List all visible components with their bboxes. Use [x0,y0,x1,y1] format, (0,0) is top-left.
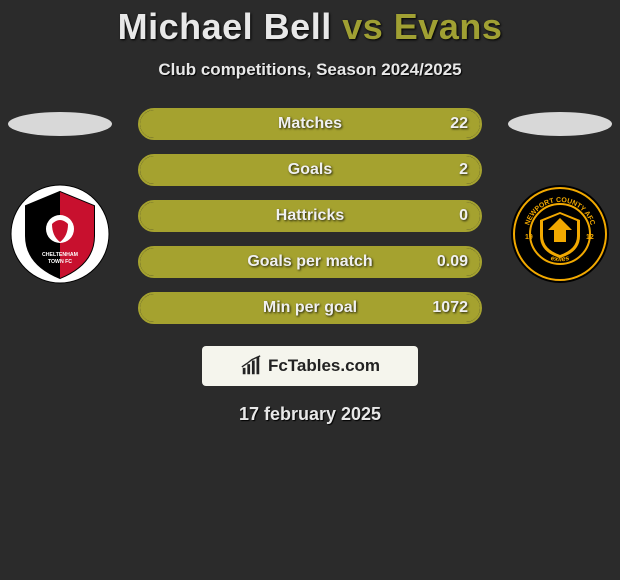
chart-icon [240,355,262,377]
stat-right-value: 0 [459,207,468,225]
fctables-text: FcTables.com [268,356,380,376]
player1-silhouette [8,112,112,136]
stat-label: Hattricks [276,207,344,225]
stat-right-value: 0.09 [437,253,468,271]
club-badge-right: NEWPORT COUNTY AFC exiles 19 12 [510,184,610,284]
stat-row: Hattricks 0 [138,200,482,232]
svg-text:CHELTENHAM: CHELTENHAM [42,252,78,258]
left-column: CHELTENHAM TOWN FC [0,108,120,284]
title-vs: vs [342,6,383,47]
player2-name: Evans [394,6,503,47]
subtitle: Club competitions, Season 2024/2025 [0,60,620,80]
stat-right-value: 1072 [432,299,468,317]
fctables-logo: FcTables.com [202,346,418,386]
stat-label: Goals [288,161,332,179]
player2-silhouette [508,112,612,136]
svg-text:12: 12 [586,234,594,241]
stat-row: Goals per match 0.09 [138,246,482,278]
right-column: NEWPORT COUNTY AFC exiles 19 12 [500,108,620,284]
stat-label: Min per goal [263,299,357,317]
stat-label: Matches [278,115,342,133]
comparison-stage: CHELTENHAM TOWN FC NEWPORT COUNTY AFC ex… [0,108,620,324]
player1-name: Michael Bell [118,6,332,47]
stats-list: Matches 22 Goals 2 Hattricks 0 Goals per match… [138,108,482,324]
date-text: 17 february 2025 [0,404,620,425]
stat-row: Matches 22 [138,108,482,140]
stat-row: Goals 2 [138,154,482,186]
club-badge-left: CHELTENHAM TOWN FC [10,184,110,284]
stat-row: Min per goal 1072 [138,292,482,324]
stat-label: Goals per match [247,253,372,271]
svg-text:19: 19 [525,234,533,241]
stat-right-value: 22 [450,115,468,133]
page-title: Michael Bell vs Evans [0,0,620,48]
stat-right-value: 2 [459,161,468,179]
svg-text:TOWN FC: TOWN FC [48,259,72,265]
